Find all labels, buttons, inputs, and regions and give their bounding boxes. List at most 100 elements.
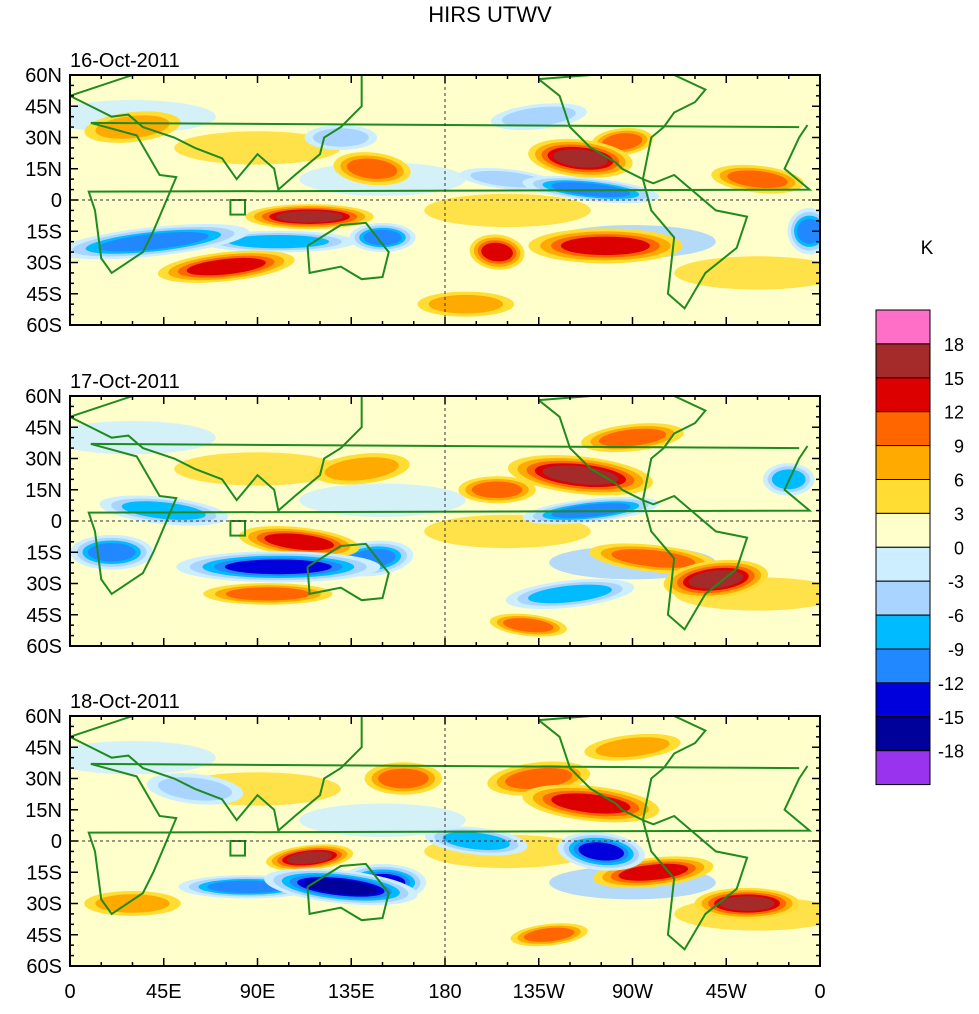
lat-tick-label: 30N [25,769,62,791]
coastline [306,862,390,922]
anomaly-contour [95,894,170,913]
lon-tick-label: 90E [240,981,276,1003]
anomaly-contour [224,559,332,575]
anomaly-contour [324,457,399,481]
colorbar-swatch [875,682,931,718]
colorbar-label: -9 [948,640,964,660]
anomaly-contour [378,768,429,789]
anomaly-contour [428,294,504,314]
lon-tick-label: 135E [328,981,375,1003]
lat-tick-label: 30N [25,128,62,150]
colorbar-swatch [875,512,931,548]
panel-date: 17-Oct-2011 [70,371,180,393]
field-texture [674,256,820,290]
map-panel-2: 60N 45N 30N 15N 0 15S 30S 45S 60S 17-Oct-2011 [25,371,821,658]
panels: 60N 45N 30N 15N 0 15S 30S 45S 60S 16-Oct-2011 60N 4… [25,50,825,1003]
lat-tick-label: 45N [25,737,62,759]
anomaly-contour [542,465,619,485]
lat-tick-label: 30N [25,449,62,471]
anomaly-contour [595,737,670,758]
anomaly-contour [97,232,209,252]
lon-tick-label: 0 [814,981,825,1003]
colorbar-swatch [875,479,931,514]
anomaly-contour [471,481,523,499]
lat-tick-label: 45N [25,96,62,118]
lat-tick-label: 30S [26,574,62,596]
lat-tick-label: 45S [26,605,62,627]
coastlines [70,716,813,951]
colorbar-swatch [875,750,931,786]
colorbar: K 18 15 12 9 6 3 0 -3 -6 -9 -12 -15 -18 [875,238,964,786]
colorbar-label: 12 [944,403,964,423]
lat-tick-label: 0 [51,511,62,533]
colorbar-swatch [875,580,931,616]
coastline [641,814,749,951]
coastline [70,396,363,513]
field-texture [70,741,216,775]
anomaly-contour [442,832,510,850]
lat-tick-label: 30S [26,894,62,916]
field-texture [299,483,466,517]
lat-tick-label: 60S [26,636,62,658]
coastline [306,542,390,602]
lon-tick-label: 135W [513,981,565,1003]
anomaly-contour [481,242,513,262]
anomaly-contour [505,768,573,789]
colorbar-label: 0 [954,538,964,558]
anomaly-contour [618,863,689,881]
panel-date: 16-Oct-2011 [70,50,180,72]
colorbar-swatch [875,377,931,413]
colorbar-label: 6 [954,471,964,491]
colorbar-label: -18 [938,742,964,762]
coastline [538,716,708,822]
anomaly-field [70,396,820,646]
colorbar-swatch [875,309,931,345]
anomaly-contour [186,257,266,276]
colorbar-swatch [875,445,931,481]
map-panel-3: 60N 45N 30N 15N 0 15S 30S 45S 60S 18-Oct-2011 [25,691,821,978]
colorbar-label: 15 [944,369,964,389]
anomaly-contour [303,878,378,895]
lat-tick-label: 15N [25,159,62,181]
lat-tick-label: 45S [26,284,62,306]
lat-tick-label: 60S [26,956,62,978]
anomaly-contour [87,542,136,562]
anomaly-contour [598,428,667,447]
anomaly-contour [578,842,625,861]
anomaly-contour [727,170,788,188]
colorbar-swatch [875,343,931,379]
lat-tick-label: 15S [26,542,62,564]
colorbar-label: -3 [948,572,964,592]
colorbar-swatch [875,716,931,752]
colorbar-label: 9 [954,437,964,457]
anomaly-contour [523,927,575,942]
coastline [87,121,813,275]
field-texture [299,803,466,837]
field-texture [424,193,591,228]
anomaly-contour [95,115,170,139]
coastline [87,442,813,596]
lat-tick-label: 0 [51,190,62,212]
colorbar-label: -6 [948,606,964,626]
anomaly-contour [363,229,402,246]
anomaly-contour [719,896,775,911]
lat-tick-label: 45N [25,417,62,439]
lon-tick-label: 0 [64,981,75,1003]
colorbar-label: -15 [938,708,964,728]
lat-tick-label: 60N [25,706,62,728]
coastline [641,173,749,310]
figure-title: HIRS UTWV [428,2,552,27]
anomaly-contour [503,618,554,633]
lon-tick-label: 180 [428,981,461,1003]
colorbar-swatch [875,411,931,447]
coastline [641,494,749,631]
region-box [229,520,247,537]
anomaly-contour [225,587,311,601]
region-box [229,199,247,216]
coastlines [70,75,813,310]
field-texture [70,421,216,455]
lat-tick-label: 60N [25,65,62,87]
anomaly-contour [286,851,333,864]
colorbar-swatch [875,614,931,650]
